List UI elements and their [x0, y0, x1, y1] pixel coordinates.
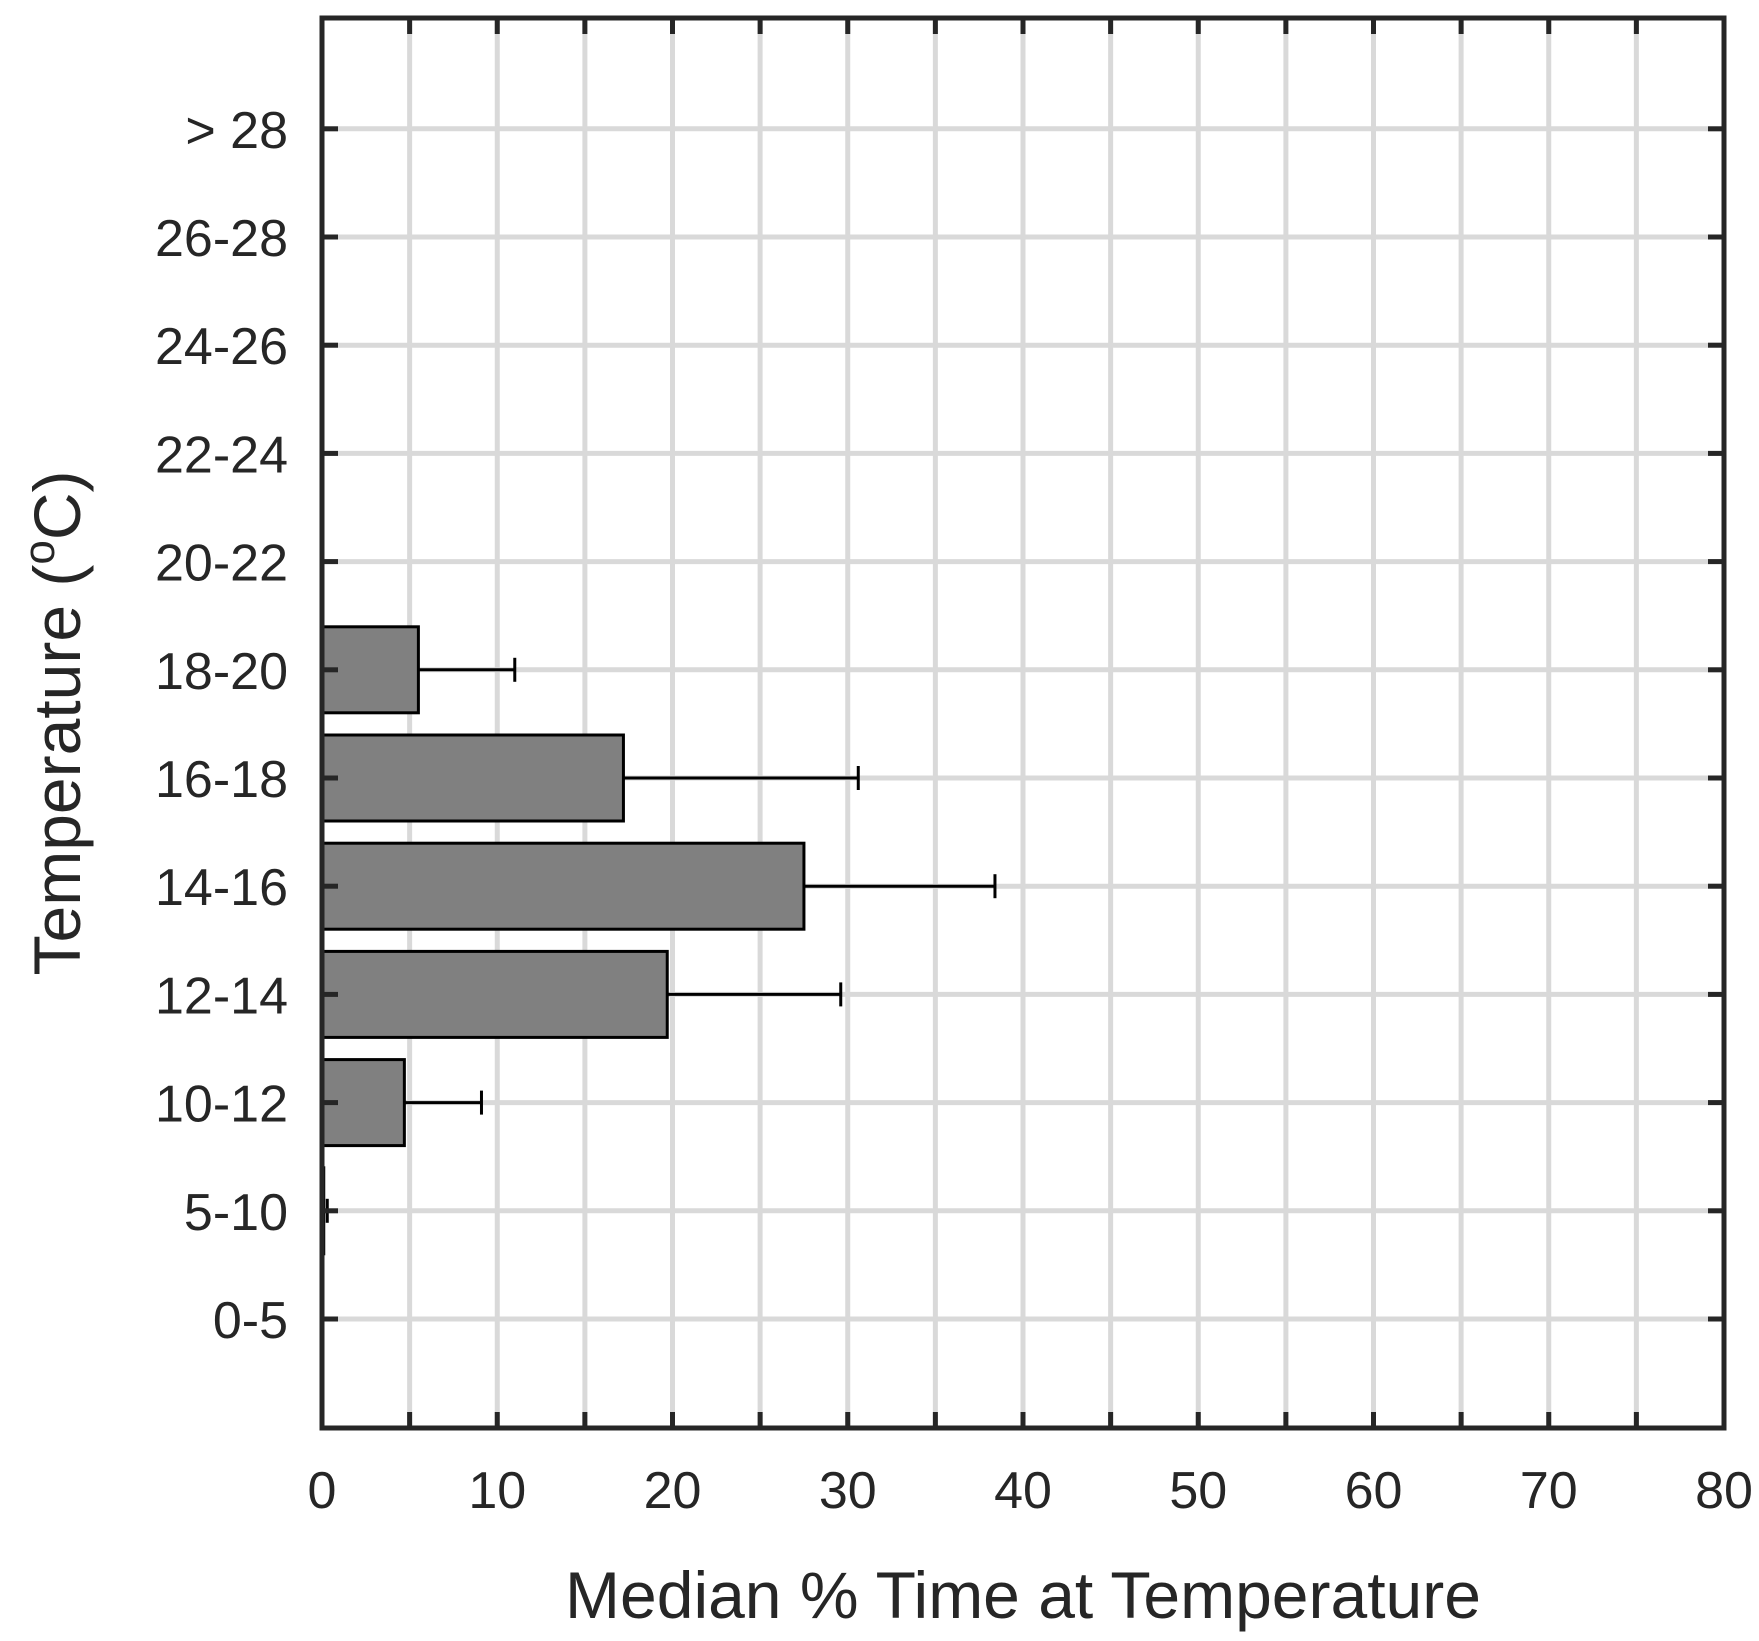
- x-tick-label: 30: [819, 1462, 877, 1520]
- y-tick-label: 26-28: [155, 210, 288, 268]
- bar-series: [320, 625, 806, 1256]
- y-tick-label: 5-10: [184, 1184, 288, 1242]
- y-tick-label: 10-12: [155, 1076, 288, 1134]
- x-tick-label: 0: [308, 1462, 337, 1520]
- y-tick-label: 16-18: [155, 751, 288, 809]
- x-tick-label: 60: [1345, 1462, 1403, 1520]
- x-tick-label: 80: [1695, 1462, 1753, 1520]
- x-tick-label: 50: [1169, 1462, 1227, 1520]
- x-tick-label: 70: [1520, 1462, 1578, 1520]
- y-axis-title: Temperature (oC): [15, 471, 94, 976]
- y-tick-label: 20-22: [155, 535, 288, 593]
- bar: [320, 841, 806, 931]
- bar: [320, 949, 669, 1039]
- y-axis-title-main: Temperature (: [20, 565, 94, 976]
- y-tick-label: 18-20: [155, 643, 288, 701]
- x-tick-label: 20: [644, 1462, 702, 1520]
- x-tick-label: 40: [994, 1462, 1052, 1520]
- x-tick-label: 10: [468, 1462, 526, 1520]
- y-axis-title-end: C): [20, 471, 94, 541]
- y-tick-label: 14-16: [155, 859, 288, 917]
- y-axis-title-superscript: o: [15, 540, 64, 564]
- bar: [320, 733, 625, 823]
- y-tick-label: > 28: [185, 102, 288, 160]
- y-tick-label: 24-26: [155, 318, 288, 376]
- y-tick-label: 0-5: [213, 1292, 288, 1350]
- y-tick-label: 22-24: [155, 426, 288, 484]
- axis-ticks: [319, 18, 1727, 1428]
- grid-lines: [322, 18, 1724, 1428]
- x-axis-title: Median % Time at Temperature: [565, 1558, 1481, 1632]
- x-tick-labels: 0 10 20 30 40 50 60 70 80: [308, 1462, 1753, 1520]
- y-tick-label: 12-14: [155, 967, 288, 1025]
- y-tick-labels: 0-5 5-10 10-12 12-14 14-16 16-18 18-20 20-22 22-…: [155, 102, 288, 1350]
